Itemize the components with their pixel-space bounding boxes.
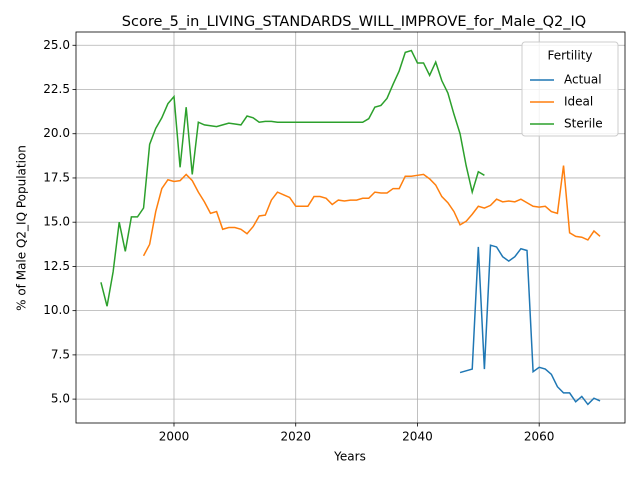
line — [100, 49, 485, 307]
chart-title: Score_5_in_LIVING_STANDARDS_WILL_IMPROVE… — [122, 14, 586, 30]
plot-frame — [75, 31, 626, 424]
x-tick-label: 2000 — [159, 430, 190, 444]
legend-label: Sterile — [564, 117, 603, 131]
line — [142, 165, 601, 257]
legend-title: Fertility — [547, 49, 592, 63]
legend-label: Ideal — [564, 95, 593, 109]
y-tick-label: 7.5 — [51, 347, 70, 361]
line — [459, 244, 601, 406]
x-axis-label: Years — [333, 450, 366, 464]
y-tick-label: 22.5 — [43, 82, 70, 96]
x-tick-label: 2020 — [280, 430, 311, 444]
y-tick-label: 15.0 — [43, 215, 70, 229]
y-tick-label: 5.0 — [51, 392, 70, 406]
legend-box — [521, 41, 619, 137]
y-tick-label: 20.0 — [43, 126, 70, 140]
x-tick-label: 2060 — [524, 430, 555, 444]
y-tick-label: 25.0 — [43, 38, 70, 52]
y-axis-label: % of Male Q2_IQ Population — [15, 145, 29, 311]
legend-label: Actual — [564, 73, 602, 87]
x-tick-label: 2040 — [402, 430, 433, 444]
y-tick-label: 12.5 — [43, 259, 70, 273]
y-tick-label: 10.0 — [43, 303, 70, 317]
y-tick-label: 17.5 — [43, 170, 70, 184]
